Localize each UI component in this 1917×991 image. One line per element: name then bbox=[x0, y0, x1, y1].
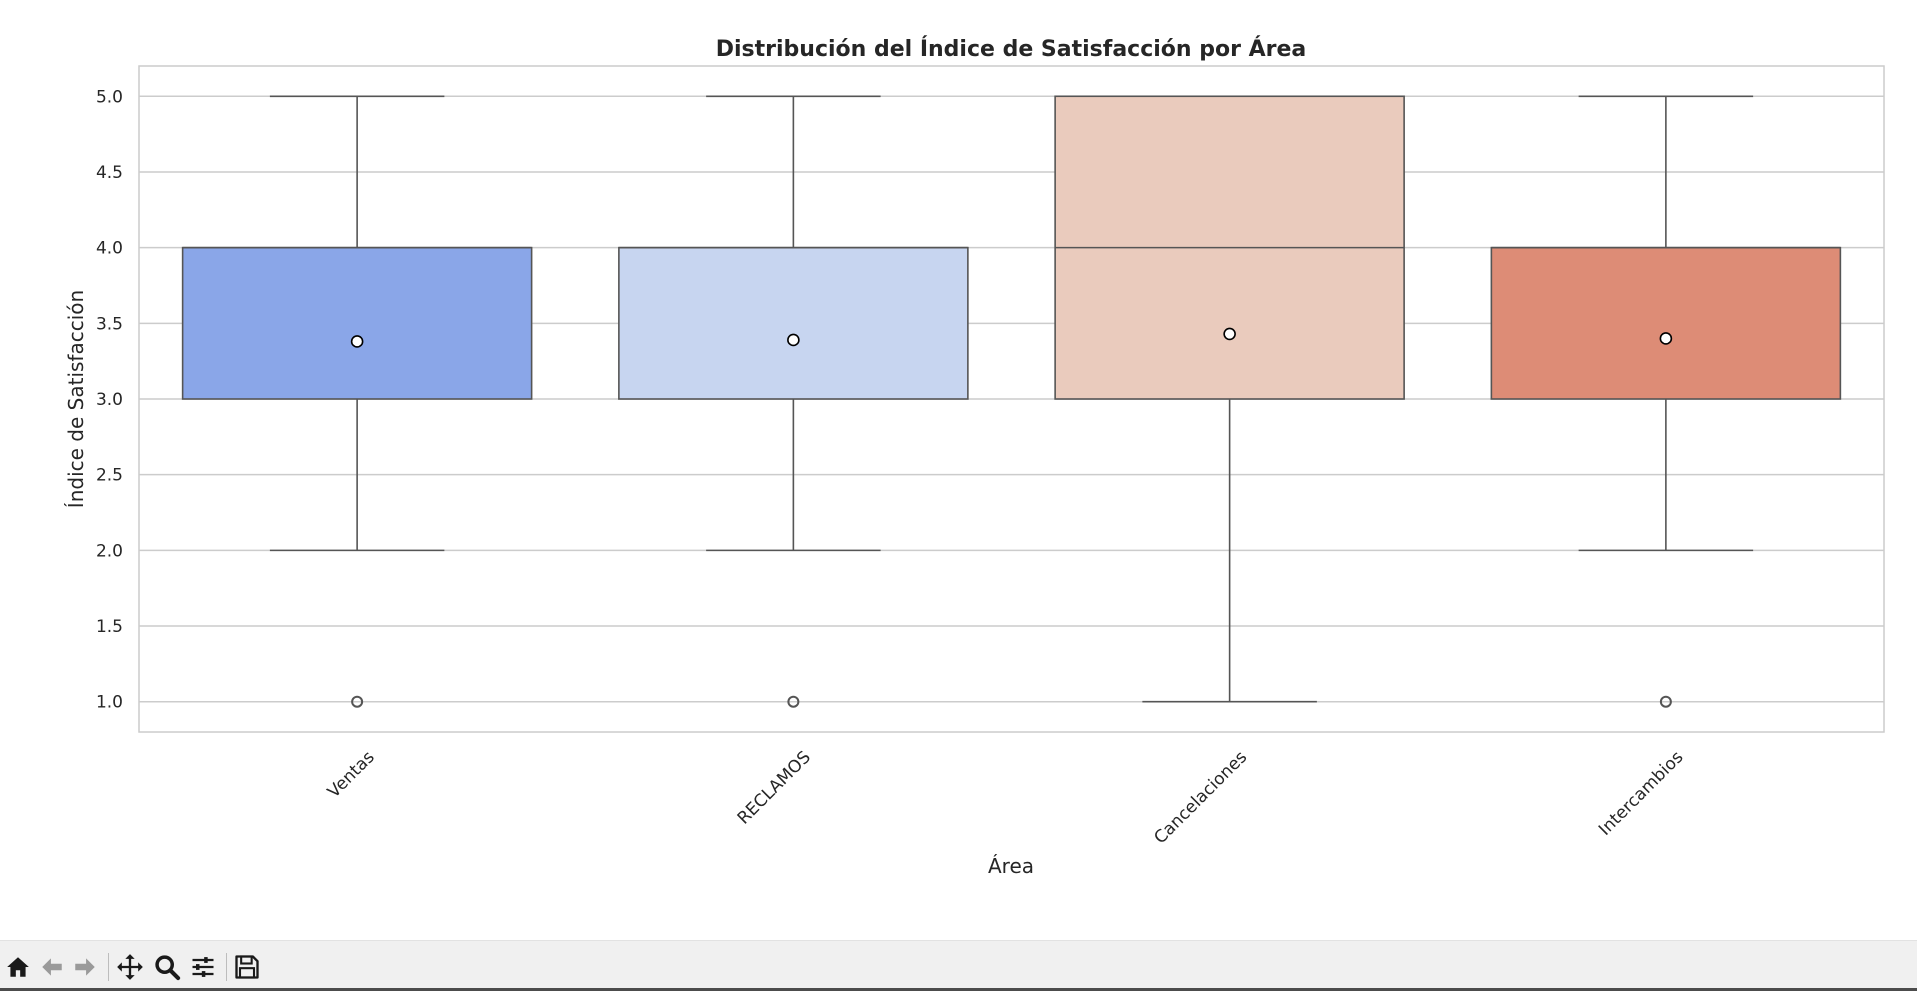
box-iqr bbox=[1490, 246, 1842, 400]
box-cancelaciones bbox=[1054, 95, 1405, 703]
figure-toolbar bbox=[0, 940, 1917, 991]
chart-title: Distribución del Índice de Satisfacción … bbox=[716, 36, 1307, 62]
forward-icon[interactable] bbox=[69, 951, 101, 983]
y-tick-label: 2.0 bbox=[96, 541, 123, 561]
save-icon[interactable] bbox=[231, 951, 263, 983]
boxplot-chart: 1.0 1.5 2.0 2.5 3.0 3.5 4.0 4.5 5.0 Ventas RECLAM… bbox=[64, 36, 1885, 878]
zoom-icon[interactable] bbox=[151, 951, 183, 983]
y-tick-label: 3.0 bbox=[96, 390, 123, 410]
mean-marker bbox=[1223, 327, 1236, 341]
y-tick-label: 4.5 bbox=[96, 163, 123, 183]
x-tick-label: Intercambios bbox=[1595, 747, 1687, 839]
y-axis-label: Índice de Satisfacción bbox=[64, 290, 88, 508]
chart-figure: 1.0 1.5 2.0 2.5 3.0 3.5 4.0 4.5 5.0 Ventas RECLAM… bbox=[64, 36, 1885, 878]
y-tick-label: 1.5 bbox=[96, 617, 123, 637]
y-tick-label: 3.5 bbox=[96, 314, 123, 334]
x-tick-label: Cancelaciones bbox=[1150, 747, 1251, 848]
outlier-point bbox=[1659, 695, 1672, 708]
box-intercambios bbox=[1490, 95, 1842, 708]
y-tick-labels: 1.0 1.5 2.0 2.5 3.0 3.5 4.0 4.5 5.0 bbox=[96, 87, 123, 712]
y-tick-label: 2.5 bbox=[96, 466, 123, 486]
x-tick-labels: Ventas RECLAMOS Cancelaciones Intercambios bbox=[324, 747, 1688, 848]
boxes bbox=[181, 95, 1842, 708]
box-ventas bbox=[181, 95, 533, 708]
status-bar bbox=[0, 988, 1917, 991]
outlier-point bbox=[351, 695, 364, 708]
x-tick-label: Ventas bbox=[324, 747, 379, 802]
toolbar-separator bbox=[108, 953, 109, 981]
mean-marker bbox=[787, 333, 800, 347]
home-icon[interactable] bbox=[2, 951, 34, 983]
box-iqr bbox=[181, 246, 533, 400]
box-iqr bbox=[618, 246, 969, 400]
box-reclamos bbox=[618, 95, 969, 708]
configure-icon[interactable] bbox=[187, 951, 219, 983]
y-tick-label: 5.0 bbox=[96, 87, 123, 107]
toolbar-separator bbox=[226, 953, 227, 981]
back-icon[interactable] bbox=[36, 951, 68, 983]
x-tick-label: RECLAMOS bbox=[734, 747, 815, 828]
mean-marker bbox=[1659, 332, 1673, 345]
y-tick-label: 1.0 bbox=[96, 693, 123, 713]
y-tick-label: 4.0 bbox=[96, 239, 123, 259]
x-axis-label: Área bbox=[988, 854, 1034, 878]
mean-marker bbox=[350, 335, 364, 348]
outlier-point bbox=[787, 695, 800, 708]
pan-icon[interactable] bbox=[114, 951, 146, 983]
